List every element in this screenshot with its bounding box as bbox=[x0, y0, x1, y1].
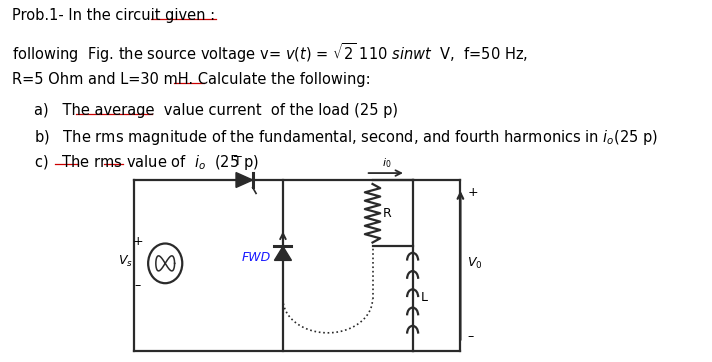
Polygon shape bbox=[274, 247, 291, 260]
Text: $V_s$: $V_s$ bbox=[118, 254, 132, 269]
Text: Prob.1- In the circuit given :: Prob.1- In the circuit given : bbox=[11, 8, 215, 23]
Text: $V_0$: $V_0$ bbox=[467, 256, 483, 271]
Text: FWD: FWD bbox=[242, 251, 271, 264]
Polygon shape bbox=[236, 173, 253, 188]
Text: a)   The average  value current  of the load (25 p): a) The average value current of the load… bbox=[33, 102, 398, 118]
Text: –: – bbox=[135, 279, 141, 292]
Text: R: R bbox=[383, 207, 392, 220]
Text: R=5 Ohm and L=30 mH. Calculate the following:: R=5 Ohm and L=30 mH. Calculate the follo… bbox=[11, 72, 370, 87]
Text: L: L bbox=[422, 291, 428, 304]
Text: +: + bbox=[132, 235, 143, 248]
Text: b)   The rms magnitude of the fundamental, second, and fourth harmonics in $i_o$: b) The rms magnitude of the fundamental,… bbox=[33, 129, 658, 147]
Text: c)   The rms value of  $i_o$  (25 p): c) The rms value of $i_o$ (25 p) bbox=[33, 153, 258, 172]
Text: following  Fig. the source voltage v= $v(t)$ = $\sqrt{2}$ 110 $sinwt$  V,  f=50 : following Fig. the source voltage v= $v(… bbox=[11, 41, 528, 65]
Text: +: + bbox=[467, 186, 478, 199]
Text: $i_0$: $i_0$ bbox=[382, 156, 392, 170]
Text: T: T bbox=[234, 155, 241, 168]
Text: –: – bbox=[467, 330, 473, 343]
